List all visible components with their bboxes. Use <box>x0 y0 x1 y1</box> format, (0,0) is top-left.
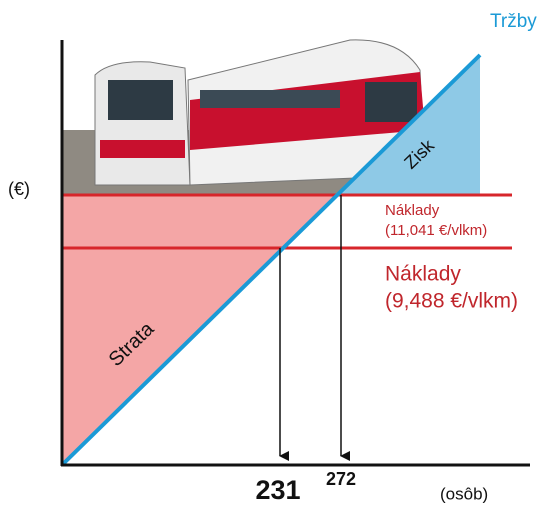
x-axis-label: (osôb) <box>440 484 488 503</box>
cost-label: Náklady <box>385 202 440 219</box>
revenue-label: Tržby <box>490 11 537 32</box>
cost-rate: (11,041 €/vlkm) <box>385 222 487 239</box>
break-even-value: 272 <box>326 469 356 489</box>
cost-rate: (9,488 €/vlkm) <box>385 290 518 313</box>
y-axis-label: (€) <box>8 179 30 199</box>
revenue-line <box>60 53 482 467</box>
cost-label: Náklady <box>385 263 461 286</box>
break-even-value: 231 <box>255 475 300 505</box>
train-photo <box>62 35 480 195</box>
